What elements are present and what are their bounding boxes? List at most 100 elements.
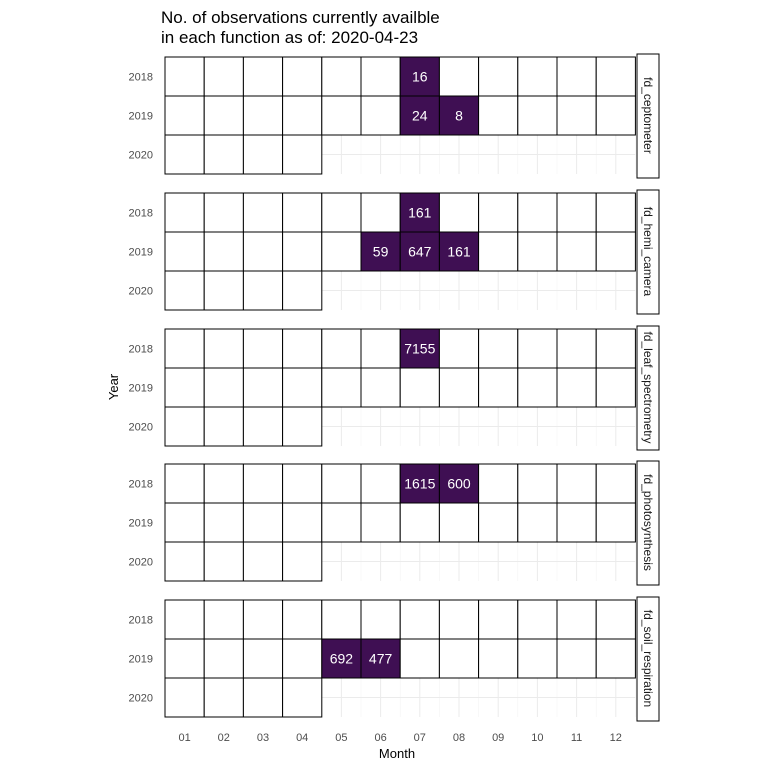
heatmap-cell bbox=[360, 599, 401, 640]
heatmap-cell bbox=[242, 677, 284, 718]
heatmap-cell bbox=[203, 231, 244, 272]
heatmap-cell bbox=[438, 638, 480, 679]
heatmap-cell bbox=[360, 638, 401, 679]
facet-strip bbox=[636, 596, 660, 722]
heatmap-cell bbox=[282, 231, 323, 272]
heatmap-cell bbox=[517, 599, 558, 640]
heatmap-cell bbox=[399, 328, 440, 369]
cell-value-label: 647 bbox=[408, 244, 432, 260]
heatmap-cell bbox=[399, 502, 440, 543]
heatmap-cell bbox=[321, 638, 362, 679]
heatmap-cell bbox=[517, 328, 558, 369]
heatmap-cell bbox=[595, 463, 636, 504]
heatmap-cell bbox=[164, 502, 205, 543]
chart-title-line: in each function as of: 2020-04-23 bbox=[161, 28, 418, 47]
y-tick-label: 2019 bbox=[129, 383, 153, 395]
heatmap-cell bbox=[321, 95, 362, 136]
y-tick-label: 2018 bbox=[129, 615, 153, 627]
heatmap-cell bbox=[242, 541, 284, 582]
heatmap-cell bbox=[595, 367, 636, 408]
heatmap-cell bbox=[399, 95, 440, 136]
y-tick-label: 2018 bbox=[129, 479, 153, 491]
heatmap-cell bbox=[164, 638, 205, 679]
heatmap-cell bbox=[282, 502, 323, 543]
heatmap-cell bbox=[282, 463, 323, 504]
heatmap-cell bbox=[595, 231, 636, 272]
cell-value-label: 161 bbox=[408, 205, 432, 221]
x-tick-label: 08 bbox=[453, 732, 465, 744]
facet-strip-label: fd_photosynthesis bbox=[641, 474, 655, 571]
x-tick-label: 09 bbox=[492, 732, 504, 744]
heatmap-cell bbox=[517, 95, 558, 136]
heatmap-cell bbox=[242, 134, 284, 175]
heatmap-cell bbox=[242, 328, 284, 369]
heatmap-cell bbox=[360, 231, 401, 272]
x-tick-label: 03 bbox=[257, 732, 269, 744]
heatmap-cell bbox=[438, 367, 480, 408]
y-tick-label: 2018 bbox=[129, 72, 153, 84]
cell-value-label: 8 bbox=[455, 108, 463, 124]
heatmap-cell bbox=[242, 56, 284, 97]
heatmap-cell bbox=[399, 599, 440, 640]
heatmap-cell bbox=[399, 56, 440, 97]
heatmap-cell bbox=[282, 638, 323, 679]
heatmap-cell bbox=[203, 599, 244, 640]
heatmap-cell bbox=[478, 231, 519, 272]
heatmap-cell bbox=[360, 502, 401, 543]
heatmap-cell bbox=[595, 638, 636, 679]
heatmap-cell bbox=[282, 95, 323, 136]
heatmap-cell bbox=[438, 599, 480, 640]
heatmap-cell bbox=[556, 463, 597, 504]
heatmap-cell bbox=[242, 367, 284, 408]
heatmap-cell bbox=[203, 463, 244, 504]
x-tick-label: 07 bbox=[414, 732, 426, 744]
heatmap-cell bbox=[203, 270, 244, 311]
heatmap-cell bbox=[282, 328, 323, 369]
heatmap-cell bbox=[438, 56, 480, 97]
heatmap-cell bbox=[321, 56, 362, 97]
y-tick-label: 2020 bbox=[129, 286, 153, 298]
heatmap-cell bbox=[164, 541, 205, 582]
heatmap-cell bbox=[556, 599, 597, 640]
heatmap-cell bbox=[556, 638, 597, 679]
facet-strip-label: fd_leaf_spectrometry bbox=[641, 331, 655, 443]
x-tick-label: 06 bbox=[374, 732, 386, 744]
heatmap-cell bbox=[282, 192, 323, 233]
cell-value-label: 7155 bbox=[404, 341, 435, 357]
heatmap-cell bbox=[321, 367, 362, 408]
heatmap-cell bbox=[203, 502, 244, 543]
heatmap-cell bbox=[399, 638, 440, 679]
heatmap-cell bbox=[242, 502, 284, 543]
heatmap-cell bbox=[203, 406, 244, 447]
facet-strip bbox=[636, 460, 660, 586]
heatmap-cell bbox=[478, 638, 519, 679]
y-tick-label: 2019 bbox=[129, 518, 153, 530]
heatmap-cell bbox=[360, 192, 401, 233]
facet-strip bbox=[636, 189, 660, 315]
y-tick-label: 2020 bbox=[129, 422, 153, 434]
heatmap-cell bbox=[478, 95, 519, 136]
heatmap-cell bbox=[282, 677, 323, 718]
heatmap-cell bbox=[478, 463, 519, 504]
heatmap-cell bbox=[282, 541, 323, 582]
facet-strip bbox=[636, 325, 660, 451]
heatmap-cell bbox=[595, 599, 636, 640]
heatmap-cell bbox=[556, 192, 597, 233]
heatmap-cell bbox=[282, 406, 323, 447]
heatmap-cell bbox=[282, 599, 323, 640]
heatmap-cell bbox=[399, 192, 440, 233]
heatmap-cell bbox=[556, 231, 597, 272]
heatmap-cell bbox=[203, 638, 244, 679]
heatmap-cell bbox=[164, 367, 205, 408]
cell-value-label: 59 bbox=[373, 244, 389, 260]
y-tick-label: 2019 bbox=[129, 654, 153, 666]
y-tick-label: 2020 bbox=[129, 557, 153, 569]
heatmap-cell bbox=[556, 328, 597, 369]
heatmap-cell bbox=[360, 95, 401, 136]
x-tick-label: 05 bbox=[335, 732, 347, 744]
facet-strip-label: fd_ceptometer bbox=[641, 77, 655, 154]
x-axis-title: Month bbox=[379, 746, 415, 761]
heatmap-cell bbox=[321, 231, 362, 272]
